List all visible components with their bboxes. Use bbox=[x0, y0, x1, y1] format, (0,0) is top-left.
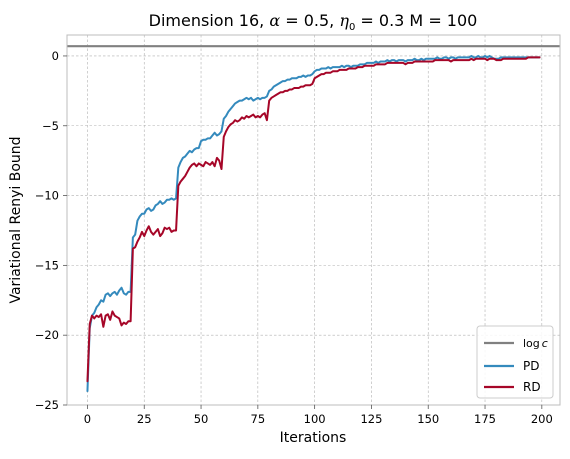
chart-title: Dimension 16, α = 0.5, η0 = 0.3 M = 100 bbox=[149, 11, 478, 33]
legend-label-pd: PD bbox=[523, 359, 539, 373]
y-tick-label: −5 bbox=[42, 119, 59, 133]
y-tick-label: −20 bbox=[35, 328, 59, 342]
title-alpha-value: = 0.5, bbox=[280, 11, 339, 30]
legend: log c PD RD bbox=[476, 325, 554, 399]
plot-frame bbox=[66, 34, 561, 406]
x-tick-label: 175 bbox=[474, 412, 496, 426]
series-line-pd bbox=[86, 54, 541, 393]
x-tick-label: 100 bbox=[304, 412, 326, 426]
y-tick-label: −15 bbox=[35, 258, 59, 272]
x-axis-ticks: 0 25 50 75 100 125 150 175 200 bbox=[84, 405, 553, 426]
series-layer bbox=[86, 54, 541, 393]
title-eta-subscript: 0 bbox=[349, 22, 355, 33]
y-tick-label: −25 bbox=[35, 398, 59, 412]
title-suffix: = 0.3 M = 100 bbox=[355, 11, 477, 30]
x-tick-label: 25 bbox=[137, 412, 152, 426]
x-tick-label: 50 bbox=[194, 412, 209, 426]
title-prefix: Dimension 16, bbox=[149, 11, 270, 30]
y-tick-label: −10 bbox=[35, 189, 59, 203]
y-axis-label: Variational Renyi Bound bbox=[8, 136, 24, 303]
legend-label-reference: log c bbox=[523, 337, 548, 350]
legend-reference-base: log bbox=[523, 337, 540, 350]
x-tick-label: 200 bbox=[531, 412, 553, 426]
title-alpha-symbol: α bbox=[269, 11, 280, 30]
y-axis-ticks: 0 −5 −10 −15 −20 −25 bbox=[35, 49, 67, 412]
y-tick-label: 0 bbox=[52, 49, 59, 63]
x-tick-label: 150 bbox=[417, 412, 439, 426]
x-tick-label: 0 bbox=[84, 412, 91, 426]
legend-reference-italic: c bbox=[542, 337, 548, 350]
title-eta-symbol: η bbox=[339, 11, 349, 30]
x-tick-label: 75 bbox=[251, 412, 266, 426]
series-line-rd bbox=[86, 56, 541, 383]
legend-label-rd: RD bbox=[523, 380, 541, 394]
x-tick-label: 125 bbox=[360, 412, 382, 426]
x-axis-label: Iterations bbox=[280, 430, 347, 446]
